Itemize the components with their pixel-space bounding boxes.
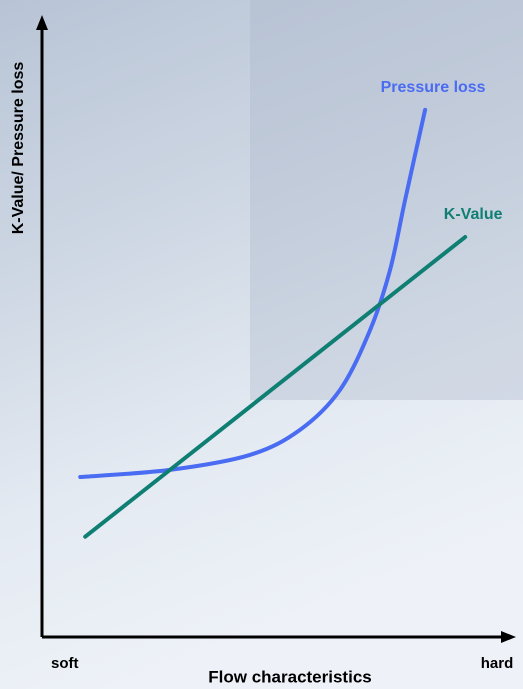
series-label: Pressure loss	[381, 79, 486, 96]
x-tick-label: hard	[481, 655, 514, 672]
y-axis-label: K-Value/ Pressure loss	[10, 62, 27, 235]
chart: Flow characteristics K-Value/ Pressure l…	[0, 0, 523, 689]
x-tick-label: soft	[51, 655, 79, 672]
x-axis-label: Flow characteristics	[208, 667, 371, 686]
series-label: K-Value	[444, 206, 503, 223]
background-shade	[250, 0, 523, 400]
